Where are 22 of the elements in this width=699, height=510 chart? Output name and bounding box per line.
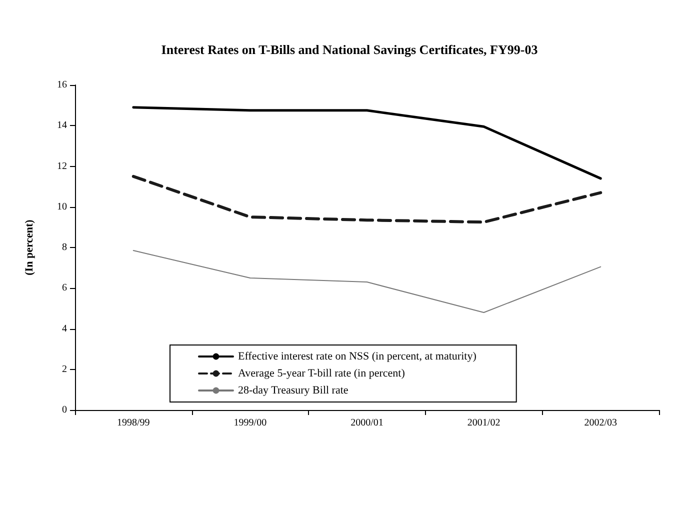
y-tick-label: 16	[57, 80, 67, 90]
y-tick-label: 2	[62, 364, 67, 375]
line-series	[132, 174, 602, 224]
x-tick-label: 2002/03	[584, 418, 617, 428]
y-axis-title: (In percent)	[24, 219, 36, 276]
y-tick-label: 0	[62, 404, 67, 416]
line-series	[132, 106, 602, 180]
y-tick-label: 4	[62, 323, 67, 334]
x-tick-label: 2000/01	[350, 418, 384, 428]
y-tick-label: 14	[57, 120, 67, 132]
y-tick-label: 8	[62, 242, 67, 253]
x-tick-label: 2001/02	[467, 418, 500, 428]
x-tick-label: 1999/00	[234, 418, 267, 428]
legend-label: 28-day Treasury Bill rate	[238, 384, 348, 396]
y-tick-label: 6	[62, 282, 67, 294]
legend-label: Effective interest rate on NSS (in percent, at maturity)	[238, 350, 477, 362]
x-tick-label: 1998/99	[117, 418, 150, 428]
y-tick-label: 12	[57, 160, 67, 172]
chart-title: Interest Rates on T-Bills and National Savings Certificates, FY99-03	[161, 42, 538, 57]
y-tick-label: 10	[57, 201, 67, 212]
legend-label: Average 5-year T-bill rate (in percent)	[238, 368, 406, 380]
line-series	[132, 250, 602, 313]
